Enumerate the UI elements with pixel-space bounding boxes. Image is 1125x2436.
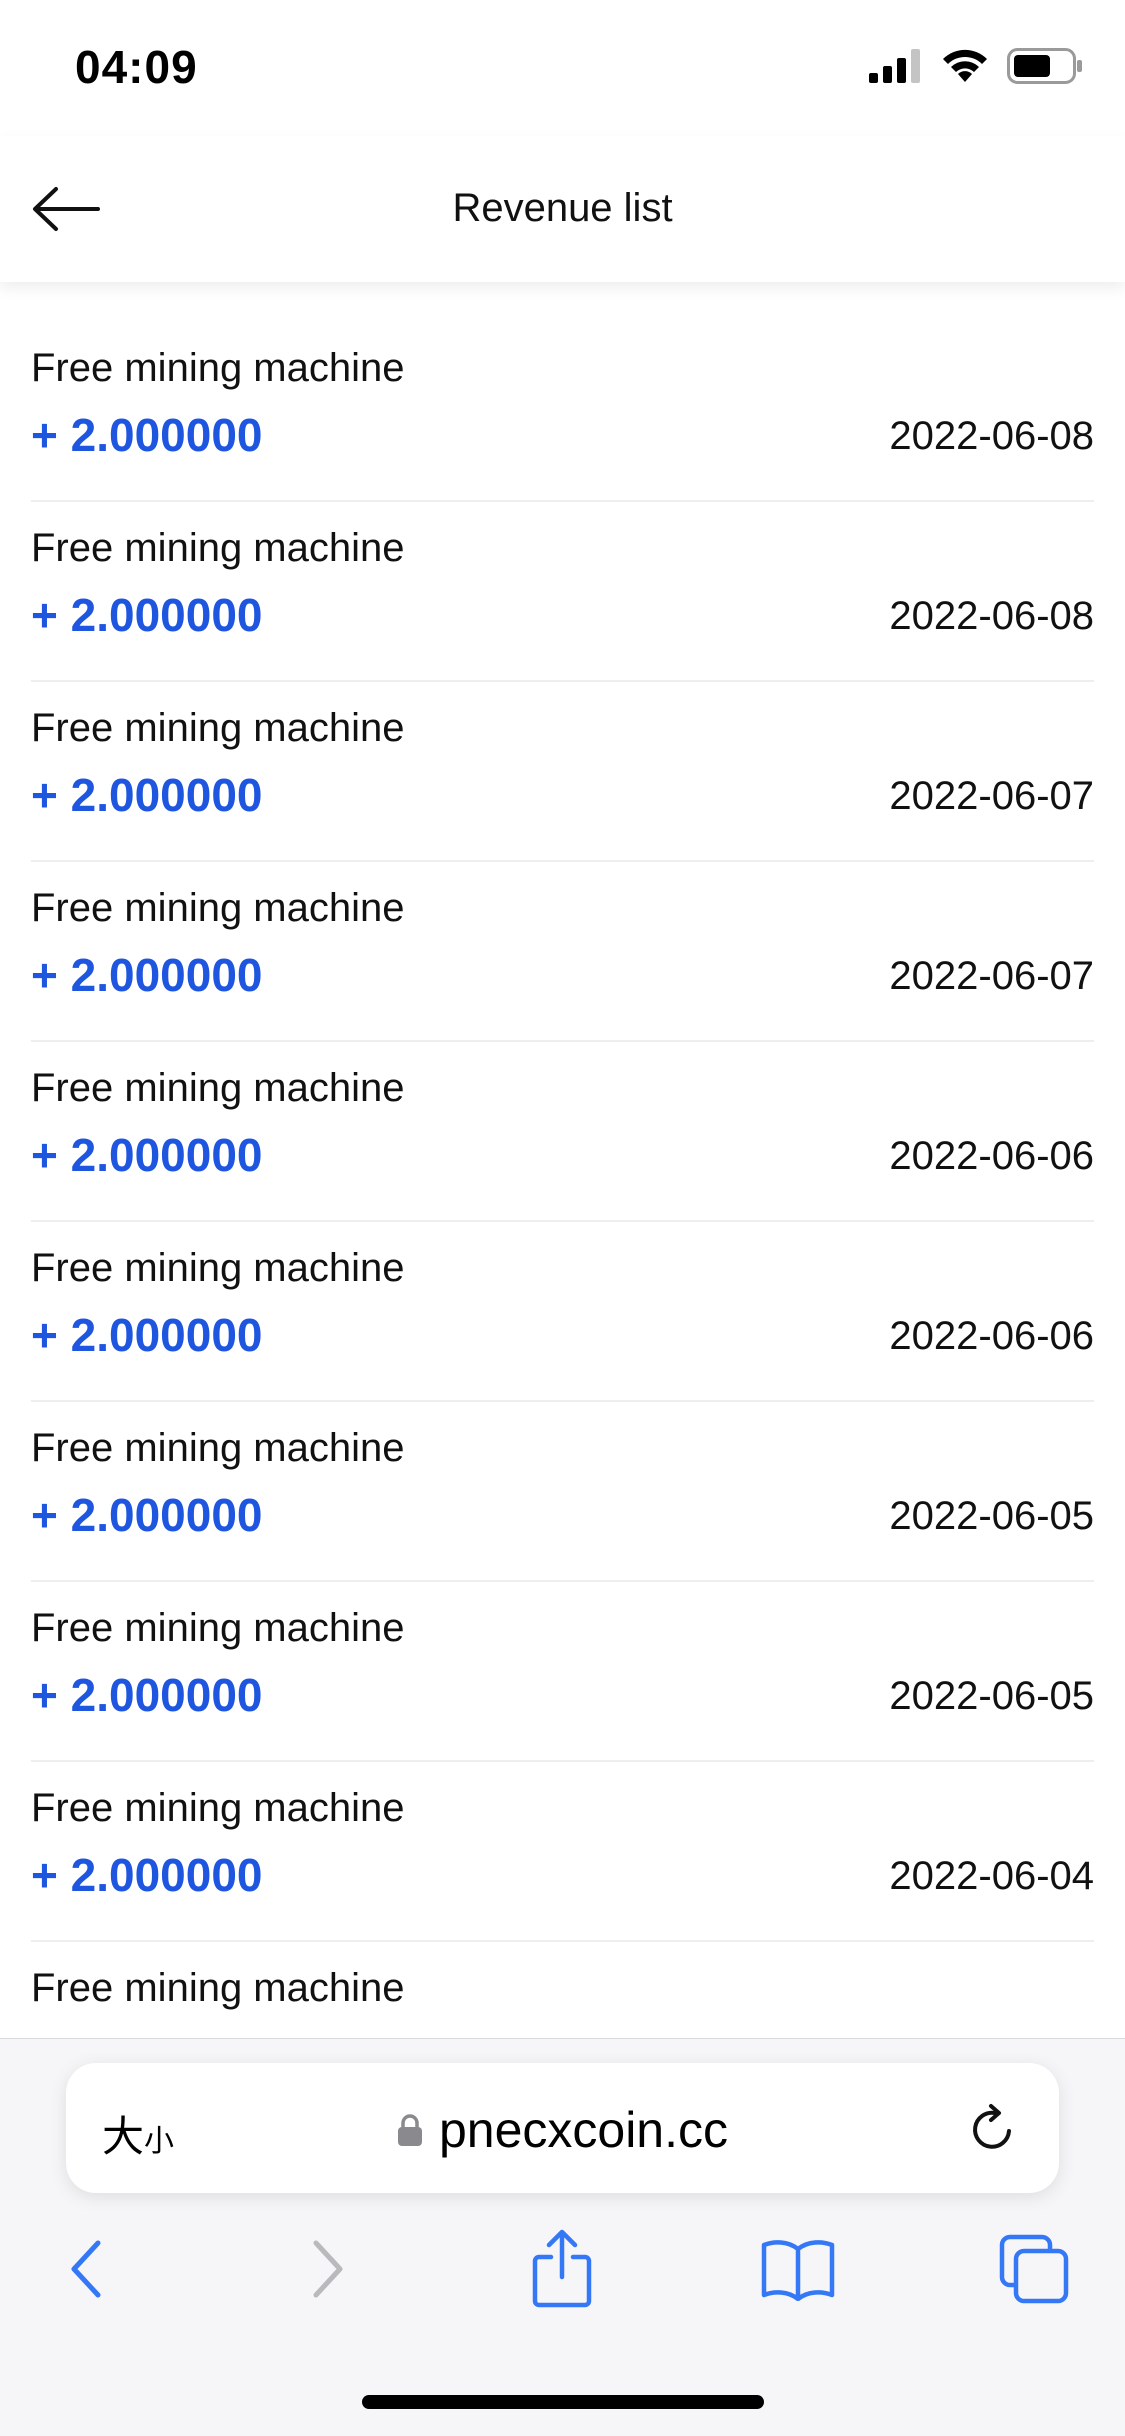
list-item[interactable]: Free mining machine + 2.000000 2022-06-0… xyxy=(31,682,1094,862)
list-item[interactable]: Free mining machine + 2.000000 2022-06-0… xyxy=(31,1222,1094,1402)
list-item[interactable]: Free mining machine + 2.000000 2022-06-0… xyxy=(31,1042,1094,1222)
arrow-left-icon xyxy=(33,187,100,231)
browser-back-button[interactable] xyxy=(46,2229,126,2309)
text-size-big-label: 大 xyxy=(102,2113,145,2160)
item-title: Free mining machine xyxy=(31,1246,405,1290)
tabs-icon xyxy=(999,2234,1069,2304)
item-title: Free mining machine xyxy=(31,526,405,570)
item-title: Free mining machine xyxy=(31,706,405,750)
text-size-small-label: 小 xyxy=(144,2125,175,2158)
status-bar: 04:09 xyxy=(0,0,1125,136)
item-amount: + 2.000000 xyxy=(31,1489,263,1541)
list-item[interactable]: Free mining machine + 2.000000 2022-06-0… xyxy=(31,322,1094,502)
list-item[interactable]: Free mining machine + 2.000000 2022-06-0… xyxy=(31,1402,1094,1582)
item-date: 2022-06-06 xyxy=(889,1314,1094,1358)
wifi-icon xyxy=(943,49,987,82)
item-title: Free mining machine xyxy=(31,1426,405,1470)
lock-icon xyxy=(397,2114,422,2146)
item-title: Free mining machine xyxy=(31,346,405,390)
page-title: Revenue list xyxy=(452,186,673,230)
url-display[interactable]: pnecxcoin.cc xyxy=(66,2101,1059,2159)
battery-icon xyxy=(1007,48,1082,84)
item-date: 2022-06-05 xyxy=(889,1494,1094,1538)
home-indicator xyxy=(362,2395,764,2409)
cellular-signal-icon xyxy=(869,49,920,83)
bookmarks-button[interactable] xyxy=(758,2229,838,2309)
url-text: pnecxcoin.cc xyxy=(438,2102,729,2158)
browser-forward-button[interactable] xyxy=(288,2229,368,2309)
item-title: Free mining machine xyxy=(31,886,405,930)
item-amount: + 2.000000 xyxy=(31,1669,263,1721)
browser-toolbar xyxy=(0,2229,1125,2339)
status-icons xyxy=(869,48,1083,84)
text-size-button[interactable]: 大小 xyxy=(102,2103,174,2164)
address-bar[interactable]: 大小 pnecxcoin.cc xyxy=(66,2063,1059,2193)
page-header: Revenue list xyxy=(0,136,1125,282)
revenue-list[interactable]: Free mining machine + 2.000000 2022-06-0… xyxy=(0,282,1125,2038)
share-button[interactable] xyxy=(522,2229,602,2309)
item-date: 2022-06-08 xyxy=(889,594,1094,638)
status-time: 04:09 xyxy=(75,41,198,93)
book-icon xyxy=(761,2240,835,2301)
item-date: 2022-06-08 xyxy=(889,414,1094,458)
item-date: 2022-06-05 xyxy=(889,1674,1094,1718)
item-date: 2022-06-07 xyxy=(889,954,1094,998)
item-amount: + 2.000000 xyxy=(31,589,263,641)
item-amount: + 2.000000 xyxy=(31,949,263,1001)
item-title: Free mining machine xyxy=(31,1066,405,1110)
back-button[interactable] xyxy=(30,184,102,234)
list-item[interactable]: Free mining machine + 2.000000 2022-06-0… xyxy=(31,1582,1094,1762)
list-item[interactable]: Free mining machine xyxy=(31,1942,1094,2038)
browser-bottom-bar: 大小 pnecxcoin.cc xyxy=(0,2038,1125,2436)
item-date: 2022-06-06 xyxy=(889,1134,1094,1178)
list-item[interactable]: Free mining machine + 2.000000 2022-06-0… xyxy=(31,502,1094,682)
item-title: Free mining machine xyxy=(31,1606,405,1650)
item-amount: + 2.000000 xyxy=(31,1309,263,1361)
item-date: 2022-06-04 xyxy=(889,1854,1094,1898)
item-amount: + 2.000000 xyxy=(31,769,263,821)
item-amount: + 2.000000 xyxy=(31,409,263,461)
share-icon xyxy=(532,2229,592,2308)
item-date: 2022-06-07 xyxy=(889,774,1094,818)
list-item[interactable]: Free mining machine + 2.000000 2022-06-0… xyxy=(31,1762,1094,1942)
tabs-button[interactable] xyxy=(994,2229,1074,2309)
item-title: Free mining machine xyxy=(31,1966,405,2010)
item-amount: + 2.000000 xyxy=(31,1129,263,1181)
item-amount: + 2.000000 xyxy=(31,1849,263,1901)
chevron-left-icon xyxy=(71,2240,101,2298)
chevron-right-icon xyxy=(313,2240,343,2298)
reload-icon[interactable] xyxy=(965,2101,1021,2157)
list-item[interactable]: Free mining machine + 2.000000 2022-06-0… xyxy=(31,862,1094,1042)
item-title: Free mining machine xyxy=(31,1786,405,1830)
